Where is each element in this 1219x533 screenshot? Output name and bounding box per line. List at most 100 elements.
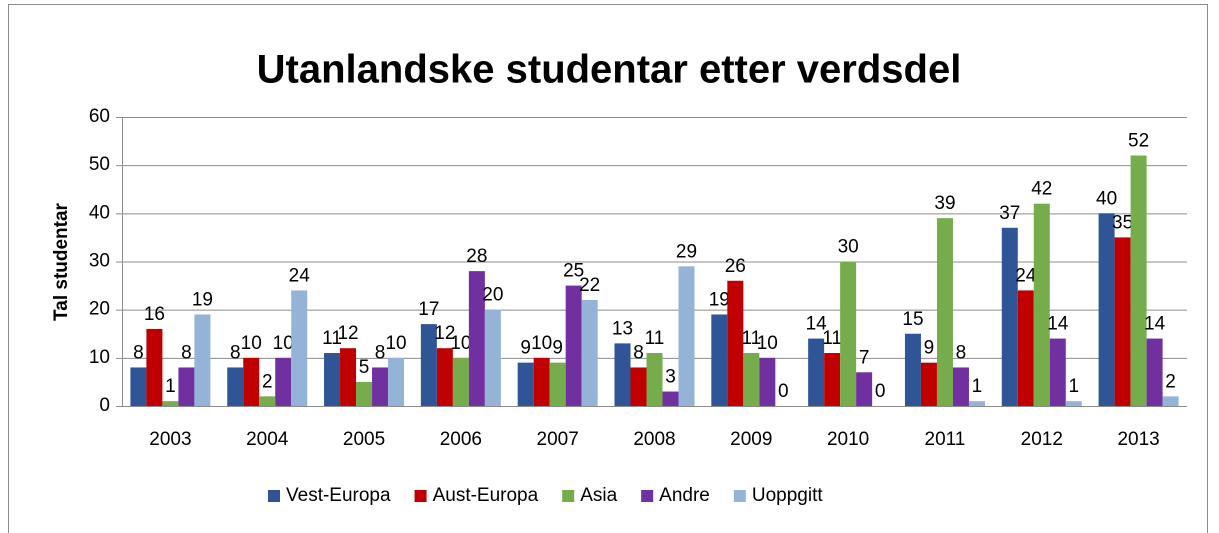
data-label: 22 <box>579 275 600 296</box>
data-label: 14 <box>1047 314 1069 335</box>
data-label: 10 <box>450 333 471 354</box>
bar <box>1146 338 1163 406</box>
data-label: 40 <box>1096 188 1117 209</box>
data-label: 10 <box>385 333 406 354</box>
legend-swatch <box>268 490 280 502</box>
data-label: 30 <box>838 237 859 258</box>
bar <box>1049 338 1066 406</box>
bar <box>1130 155 1147 406</box>
bar <box>646 353 663 406</box>
data-label: 1 <box>972 376 983 397</box>
x-tick-label: 2011 <box>925 429 966 450</box>
data-label: 8 <box>181 342 192 363</box>
data-label: 24 <box>1015 265 1037 286</box>
data-label: 39 <box>934 193 955 214</box>
bar <box>259 396 276 406</box>
bar <box>759 357 776 406</box>
data-label: 15 <box>902 309 923 330</box>
bar <box>372 367 389 406</box>
data-label: 0 <box>875 381 886 402</box>
data-label: 1 <box>165 376 176 397</box>
data-label: 37 <box>999 203 1020 224</box>
bar <box>630 367 647 406</box>
data-label: 8 <box>133 342 144 363</box>
legend-swatch <box>641 490 654 502</box>
data-label: 5 <box>359 357 370 378</box>
bar <box>920 362 937 406</box>
bar <box>840 261 857 406</box>
data-label: 26 <box>725 256 746 277</box>
bar <box>291 290 308 406</box>
bar <box>146 328 163 406</box>
legend-swatch <box>562 490 575 502</box>
x-tick-label: 2009 <box>730 429 772 450</box>
bar <box>340 348 357 406</box>
bar <box>162 401 179 406</box>
bar <box>243 357 260 406</box>
data-label: 12 <box>337 323 358 344</box>
data-label: 10 <box>273 333 294 354</box>
bar <box>194 314 211 406</box>
data-label: 9 <box>924 338 935 359</box>
bar <box>388 357 405 406</box>
bar <box>824 353 841 406</box>
y-tick-label: 0 <box>99 395 110 416</box>
bar <box>178 367 195 406</box>
y-tick-label: 10 <box>89 347 110 368</box>
data-label: 11 <box>741 328 761 349</box>
data-label: 7 <box>859 347 870 368</box>
bar <box>1033 203 1050 406</box>
bar <box>581 300 598 406</box>
data-label: 10 <box>241 333 262 354</box>
y-tick-label: 60 <box>89 106 110 127</box>
bar <box>227 367 244 406</box>
bar <box>452 357 469 406</box>
data-label: 2 <box>1165 371 1176 392</box>
x-tick-label: 2013 <box>1117 429 1159 450</box>
bar <box>968 401 985 406</box>
x-tick-label: 2005 <box>343 429 385 450</box>
x-tick-label: 2007 <box>537 429 579 450</box>
bar <box>711 314 728 406</box>
data-label: 52 <box>1128 131 1149 152</box>
bar <box>533 357 550 406</box>
bar <box>356 381 373 406</box>
bar <box>565 285 582 406</box>
data-label: 9 <box>520 338 531 359</box>
data-label: 1 <box>1068 376 1079 397</box>
bar <box>662 391 679 406</box>
data-label: 12 <box>434 323 455 344</box>
data-label: 14 <box>1144 314 1166 335</box>
bar <box>517 362 534 406</box>
data-label: 10 <box>531 333 552 354</box>
data-label: 13 <box>612 318 633 339</box>
data-label: 19 <box>192 289 213 310</box>
data-label: 11 <box>322 328 342 349</box>
x-tick-label: 2012 <box>1021 429 1063 450</box>
data-label: 19 <box>709 289 730 310</box>
bar <box>1065 401 1082 406</box>
legend-swatch <box>414 490 427 502</box>
data-label: 20 <box>482 285 503 306</box>
bar <box>1017 290 1034 406</box>
x-tick-label: 2006 <box>440 429 482 450</box>
data-label: 14 <box>806 314 828 335</box>
legend-label: Aust-Europa <box>433 485 539 506</box>
bar <box>727 280 744 406</box>
data-label: 11 <box>645 328 665 349</box>
bar <box>614 343 631 406</box>
x-tick-label: 2008 <box>633 429 675 450</box>
bar <box>808 338 825 406</box>
data-label: 24 <box>289 265 311 286</box>
data-label: 8 <box>230 342 241 363</box>
legend-label: Uoppgitt <box>752 485 823 506</box>
data-label: 3 <box>665 367 676 388</box>
bar <box>324 353 341 406</box>
bar <box>275 357 292 406</box>
bar <box>856 372 873 406</box>
y-tick-label: 50 <box>89 154 110 175</box>
bar <box>1098 213 1115 406</box>
data-label: 28 <box>466 246 487 267</box>
legend-swatch <box>733 490 746 502</box>
data-label: 8 <box>375 342 386 363</box>
